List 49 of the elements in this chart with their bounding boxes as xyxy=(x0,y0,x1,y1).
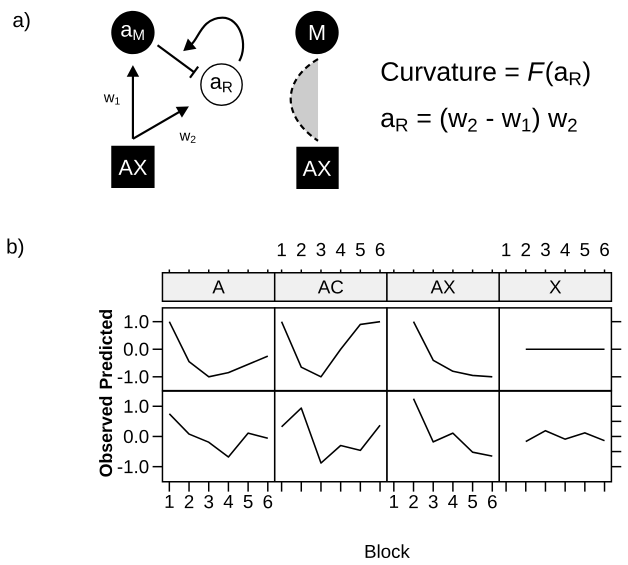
y-axis-title: Observed xyxy=(99,396,112,477)
x-tick-label: 4 xyxy=(560,243,570,256)
x-tick-label: 1 xyxy=(390,495,398,508)
x-tick-label: 6 xyxy=(264,495,272,508)
text: b) xyxy=(7,238,24,258)
x-tick-label: 5 xyxy=(244,495,253,508)
x-tick-label: 2 xyxy=(409,495,418,508)
text: Curvature = F(a$_{R}$) xyxy=(382,61,590,86)
chart-title: A xyxy=(212,280,225,294)
y-axis-title: Predicted xyxy=(99,310,112,388)
x-tick-label: 5 xyxy=(468,495,478,508)
x-tick-label: 4 xyxy=(336,243,346,256)
x-tick-label: 3 xyxy=(428,495,438,508)
chart-title: X xyxy=(549,280,562,294)
chart-title: AX xyxy=(430,280,456,294)
y-tick-label: 1.0 xyxy=(124,314,148,328)
text: a$_{R}$ = (w$_{2}$ - w$_{1}$) w$_{2}$ xyxy=(381,108,577,132)
x-tick-label: 5 xyxy=(580,243,590,256)
x-tick-label: 3 xyxy=(316,242,326,256)
x-tick-label: 6 xyxy=(488,495,497,508)
x-tick-label: 4 xyxy=(224,495,234,508)
text: AX xyxy=(118,160,147,175)
y-tick-label: 0.0 xyxy=(124,430,148,444)
chart-title: AC xyxy=(318,280,344,294)
x-tick-label: 4 xyxy=(448,495,458,508)
text: a$_{M}$ xyxy=(121,24,144,40)
x-tick-label: 3 xyxy=(204,495,214,508)
x-tick-label: 6 xyxy=(600,242,609,256)
y-tick-label: 0.0 xyxy=(124,342,148,356)
text: M xyxy=(310,24,324,40)
x-tick-label: 2 xyxy=(522,243,530,256)
x-tick-label: 1 xyxy=(166,495,174,508)
text: w$_{1}$ xyxy=(104,94,120,104)
line-series xyxy=(168,412,269,458)
y-tick-label: -1.0 xyxy=(118,460,148,474)
x-tick-label: 1 xyxy=(502,243,510,256)
x-axis-title: Block xyxy=(366,544,410,558)
text: w$_{2}$ xyxy=(180,132,196,143)
x-tick-label: 2 xyxy=(297,243,306,256)
x-tick-label: 3 xyxy=(540,242,550,256)
x-tick-label: 5 xyxy=(356,243,365,256)
y-tick-label: -1.0 xyxy=(118,370,148,384)
text: AX xyxy=(302,160,332,176)
x-tick-label: 6 xyxy=(376,242,384,256)
text: a$_{R}$ xyxy=(210,77,232,92)
text: a) xyxy=(13,12,30,32)
x-tick-label: 2 xyxy=(184,495,194,508)
y-tick-label: 1.0 xyxy=(124,400,148,413)
x-tick-label: 1 xyxy=(278,243,286,256)
